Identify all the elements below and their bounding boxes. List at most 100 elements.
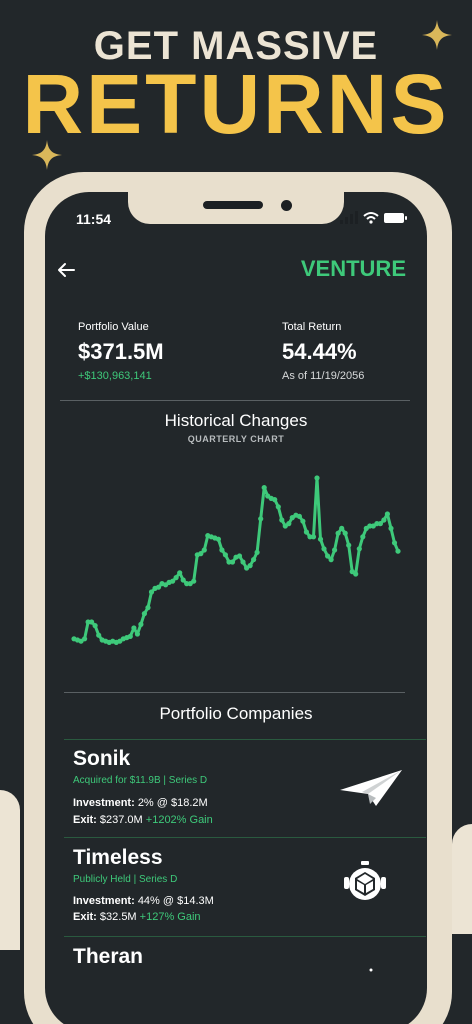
investment-label: Investment: <box>73 895 135 907</box>
total-return-date: As of 11/19/2056 <box>282 370 365 382</box>
chart-point <box>138 621 144 627</box>
wifi-icon <box>363 212 379 224</box>
chart-point <box>155 584 162 590</box>
total-return-value: 54.44% <box>282 339 357 364</box>
chart-point <box>251 557 257 563</box>
chart-point <box>173 575 179 581</box>
investment-value: 44% @ $14.3M <box>137 895 214 907</box>
phone-camera <box>281 200 292 211</box>
chart-point <box>325 553 331 559</box>
chart-point <box>321 546 327 552</box>
exit-gain: +1202% Gain <box>145 814 213 826</box>
chart-point <box>134 631 140 637</box>
chart-point <box>82 636 88 642</box>
company-exit: Exit: $237.0M +1202% Gain <box>73 814 213 826</box>
chart-point <box>170 578 176 584</box>
chart-point <box>395 548 401 554</box>
chart-point <box>286 521 292 527</box>
battery-icon <box>384 213 407 223</box>
chart-point <box>346 542 352 548</box>
company-investment: Investment: 2% @ $18.2M <box>73 797 208 809</box>
chart-point <box>300 518 306 524</box>
page-title: VENTURE <box>300 256 406 281</box>
chart-subtitle: QUARTERLY CHART <box>187 434 285 444</box>
company-name[interactable]: Timeless <box>73 846 163 869</box>
company-divider <box>64 739 426 740</box>
chart-point <box>339 525 345 531</box>
exit-label: Exit: <box>73 911 97 923</box>
chart-point <box>356 546 362 552</box>
companies-title: Portfolio Companies <box>159 704 313 723</box>
chart-point <box>131 625 137 631</box>
sparkle-icon <box>32 140 62 170</box>
chart-title: Historical Changes <box>164 411 308 430</box>
chart-point <box>141 611 147 617</box>
signal-icon <box>340 211 358 224</box>
exit-label: Exit: <box>73 814 97 826</box>
chart-point <box>219 547 225 553</box>
chart-series-line <box>72 476 400 644</box>
chart-point <box>254 549 260 555</box>
chart-point <box>377 521 383 527</box>
portfolio-value-label: Portfolio Value <box>78 321 149 333</box>
company-status: Publicly Held | Series D <box>73 874 178 885</box>
chart-point <box>222 552 228 558</box>
investment-value: 2% @ $18.2M <box>137 797 208 809</box>
chart-point <box>384 511 390 517</box>
chart-point <box>332 547 338 553</box>
company-divider <box>64 837 426 838</box>
chart-point <box>310 534 317 540</box>
background-shape-right <box>452 824 472 934</box>
exit-gain: +127% Gain <box>139 911 201 923</box>
chart-point <box>272 497 278 503</box>
chart-point <box>127 633 133 639</box>
chart-point <box>96 632 102 638</box>
exit-value: $32.5M <box>99 911 137 923</box>
exit-value: $237.0M <box>99 814 143 826</box>
chart-point <box>328 557 334 563</box>
chart-point <box>240 559 246 565</box>
company-divider <box>64 936 426 937</box>
chart-point <box>215 536 221 542</box>
chart-point <box>353 571 359 577</box>
chart-point <box>229 559 236 565</box>
historical-chart[interactable] <box>60 460 410 660</box>
chart-point <box>279 517 285 523</box>
paper-plane-icon <box>340 770 402 806</box>
chart-point <box>335 530 341 536</box>
chart-divider <box>64 692 405 693</box>
background-shape-left <box>0 790 20 950</box>
chart-point <box>391 540 398 546</box>
phone-speaker <box>203 201 263 209</box>
company-status: Acquired for $11.9B | Series D <box>73 775 208 786</box>
chart-point <box>381 517 387 523</box>
promo-headline-top: GET MASSIVE <box>93 24 379 68</box>
sparkle-icon <box>422 20 452 50</box>
chart-point <box>317 536 324 542</box>
back-arrow-icon[interactable] <box>54 258 78 282</box>
chart-point <box>261 485 267 491</box>
chart-point <box>177 570 183 576</box>
chart-point <box>360 534 366 540</box>
chart-point <box>236 553 243 559</box>
stats-divider <box>60 400 410 401</box>
chart-point <box>275 504 281 510</box>
status-icons <box>340 211 407 224</box>
investment-label: Investment: <box>73 797 135 809</box>
chart-point <box>180 577 186 583</box>
company-exit: Exit: $32.5M +127% Gain <box>73 911 201 923</box>
chart-point <box>201 547 207 553</box>
company-name[interactable]: Sonik <box>73 747 131 770</box>
total-return-label: Total Return <box>282 321 342 333</box>
chart-point <box>303 529 309 535</box>
chart-point <box>296 513 302 519</box>
portfolio-value: $371.5M <box>78 339 164 364</box>
chart-point <box>314 475 320 481</box>
chart-point <box>92 623 98 629</box>
company-name[interactable]: Theran <box>73 945 144 968</box>
chart-point <box>258 516 264 522</box>
chart-point <box>191 578 197 584</box>
chart-point <box>148 589 155 595</box>
robot-head-icon <box>344 861 386 900</box>
chart-point <box>198 551 204 557</box>
